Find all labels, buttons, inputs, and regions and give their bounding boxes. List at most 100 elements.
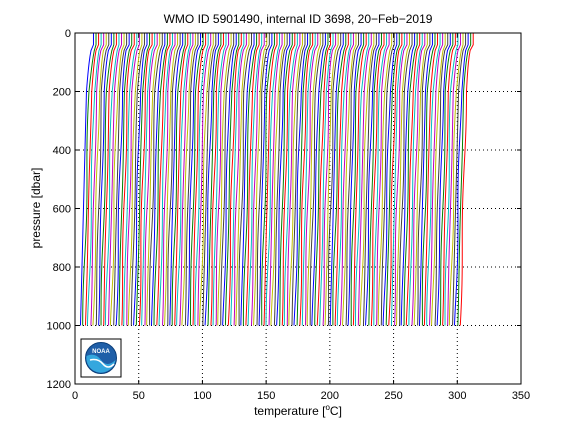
profile-line bbox=[457, 33, 472, 326]
profile-line bbox=[192, 33, 207, 326]
y-tick-label: 1200 bbox=[47, 379, 71, 391]
profile-line bbox=[169, 33, 184, 326]
profile-line bbox=[408, 33, 423, 326]
profile-line bbox=[405, 33, 421, 326]
profile-line bbox=[123, 33, 138, 326]
profile-line bbox=[194, 33, 209, 326]
x-tick-label: 50 bbox=[133, 390, 145, 402]
profile-line bbox=[270, 33, 286, 326]
profile-line bbox=[334, 33, 349, 326]
profile-line bbox=[327, 33, 342, 326]
profile-line bbox=[115, 33, 130, 326]
profile-line bbox=[174, 33, 189, 326]
profile-line bbox=[382, 33, 398, 326]
profile-line bbox=[403, 33, 418, 326]
profile-line bbox=[176, 33, 191, 326]
profile-line bbox=[253, 33, 268, 326]
profile-line bbox=[90, 33, 105, 326]
profile-line bbox=[436, 33, 451, 326]
profile-line bbox=[167, 33, 181, 326]
profile-line bbox=[261, 33, 275, 326]
x-axis-label-superscript: o bbox=[325, 403, 330, 412]
y-axis-ticks: 0 200 400 600 800 1000 1200 bbox=[47, 28, 521, 391]
profile-line bbox=[138, 33, 153, 326]
noaa-logo: NOAA bbox=[80, 338, 122, 378]
profile-line bbox=[179, 33, 194, 326]
profile-line bbox=[314, 33, 329, 326]
profile-line bbox=[164, 33, 179, 326]
profile-line bbox=[171, 33, 186, 326]
profile-line bbox=[108, 33, 123, 326]
noaa-logo-text: NOAA bbox=[92, 349, 110, 355]
profile-line bbox=[199, 33, 214, 326]
profile-line bbox=[453, 33, 469, 326]
profile-line bbox=[359, 33, 375, 326]
profile-line bbox=[141, 33, 156, 326]
profile-line bbox=[431, 33, 446, 326]
profile-line bbox=[233, 33, 247, 326]
profile-line bbox=[276, 33, 291, 326]
profile-line bbox=[301, 33, 316, 326]
profile-line bbox=[150, 33, 166, 326]
profile-line bbox=[288, 33, 303, 326]
profile-line bbox=[158, 33, 173, 326]
profile-line bbox=[421, 33, 436, 326]
x-tick-label: 150 bbox=[257, 390, 275, 402]
profile-line bbox=[452, 33, 467, 326]
profile-line bbox=[153, 33, 168, 326]
profile-line bbox=[376, 33, 390, 326]
profile-line bbox=[423, 33, 439, 326]
profile-line bbox=[130, 33, 145, 326]
profile-line bbox=[109, 33, 125, 326]
x-tick-label: 200 bbox=[321, 390, 339, 402]
profile-line bbox=[181, 33, 196, 326]
profile-line bbox=[350, 33, 365, 326]
profile-line bbox=[448, 33, 464, 326]
x-axis-label: temperature [oC] bbox=[254, 403, 342, 418]
profile-line bbox=[222, 33, 237, 326]
profile-line bbox=[92, 33, 107, 326]
profile-line bbox=[291, 33, 306, 326]
profile-line bbox=[245, 33, 260, 326]
profile-line bbox=[82, 33, 97, 326]
profile-line bbox=[184, 33, 199, 326]
profile-line bbox=[336, 33, 352, 326]
profile-line bbox=[293, 33, 309, 326]
profile-line bbox=[127, 33, 143, 326]
profile-line bbox=[442, 33, 456, 326]
profile-line bbox=[197, 33, 212, 326]
profile-line bbox=[400, 33, 416, 326]
profile-line bbox=[426, 33, 441, 326]
profile-line bbox=[118, 33, 133, 326]
profile-line bbox=[146, 33, 161, 326]
profile-line bbox=[104, 33, 120, 326]
profile-line bbox=[380, 33, 395, 326]
y-tick-label: 200 bbox=[53, 87, 71, 99]
profile-line bbox=[342, 33, 357, 326]
profile-line bbox=[355, 33, 370, 326]
profile-line bbox=[319, 33, 334, 326]
profile-line bbox=[247, 33, 263, 326]
profile-line bbox=[459, 33, 474, 326]
profile-line bbox=[296, 33, 311, 326]
y-tick-label: 800 bbox=[53, 262, 71, 274]
profile-line bbox=[202, 33, 217, 326]
profile-line bbox=[347, 33, 362, 326]
profile-line bbox=[95, 33, 110, 326]
profile-line bbox=[281, 33, 296, 326]
x-axis-label-suffix: C] bbox=[330, 404, 342, 418]
profile-line bbox=[411, 33, 426, 326]
profile-line bbox=[227, 33, 242, 326]
profile-line bbox=[242, 33, 258, 326]
profile-line bbox=[394, 33, 408, 326]
profile-line bbox=[444, 33, 459, 326]
profile-line bbox=[210, 33, 224, 326]
profile-line bbox=[385, 33, 400, 326]
profile-line bbox=[429, 33, 444, 326]
profile-line bbox=[417, 33, 431, 326]
profile-line bbox=[413, 33, 428, 326]
profile-line bbox=[100, 33, 115, 326]
profile-line bbox=[345, 33, 360, 326]
profile-line bbox=[79, 33, 94, 326]
